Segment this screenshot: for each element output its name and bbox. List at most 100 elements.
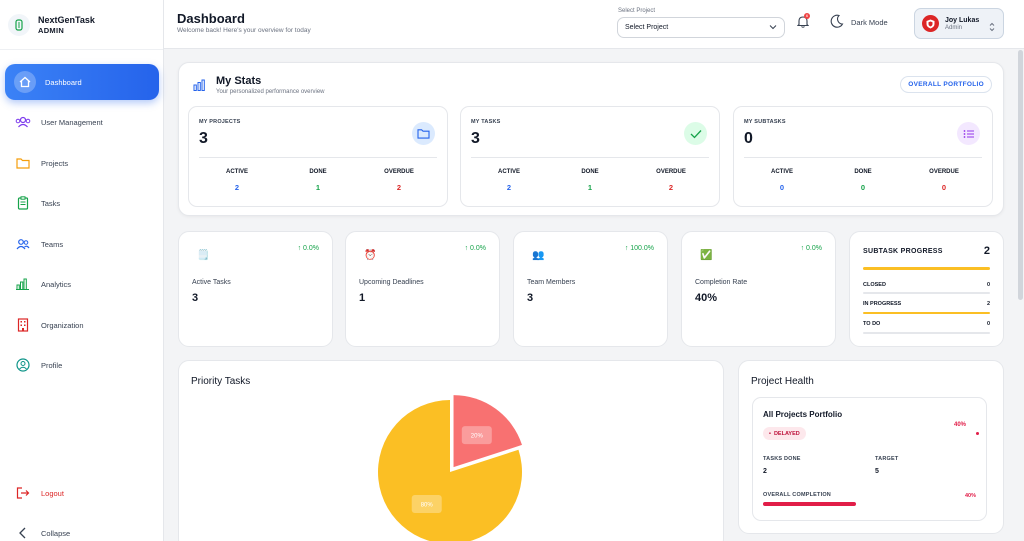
dark-mode-toggle[interactable]: Dark Mode bbox=[830, 14, 888, 30]
page-scrollbar[interactable] bbox=[1018, 50, 1023, 300]
nav-item-profile[interactable]: Profile bbox=[5, 347, 159, 383]
row-value: 0 bbox=[986, 282, 990, 288]
pie-label: 20% bbox=[471, 434, 484, 440]
in-progress-bar bbox=[863, 312, 990, 314]
active-value: 2 bbox=[234, 183, 240, 192]
row-value: 2 bbox=[986, 301, 990, 307]
stat-active: ACTIVE 2 bbox=[469, 169, 549, 192]
overdue-value: 0 bbox=[941, 183, 947, 192]
stat-active: ACTIVE 2 bbox=[197, 169, 277, 192]
to-do-bar bbox=[863, 332, 990, 334]
row-label: TO DO bbox=[863, 321, 881, 327]
pie-slice[interactable] bbox=[453, 395, 523, 468]
stat-overdue: OVERDUE 2 bbox=[359, 169, 439, 192]
profile-icon bbox=[14, 356, 32, 374]
metric-value: 1 bbox=[359, 292, 366, 304]
nav-item-teams[interactable]: Teams bbox=[5, 226, 159, 262]
row-value: 0 bbox=[986, 321, 990, 327]
nav-label: Collapse bbox=[41, 528, 71, 538]
logout-button[interactable]: Logout bbox=[5, 475, 159, 511]
metric-label: Completion Rate bbox=[695, 279, 748, 286]
progress-fill bbox=[863, 312, 990, 314]
stat-done: DONE 1 bbox=[550, 169, 630, 192]
overall-completion-bar bbox=[763, 502, 857, 506]
stat-card-subtasks[interactable]: MY SUBTASKS 0 ACTIVE 0 DONE 0 OVERDUE 0 bbox=[733, 106, 993, 207]
stat-overdue: OVERDUE 2 bbox=[631, 169, 711, 192]
metric-change: ↑ 0.0% bbox=[464, 245, 486, 252]
nav-item-user-management[interactable]: User Management bbox=[5, 104, 159, 140]
my-stats-title: My Stats bbox=[216, 75, 262, 87]
user-role: Admin bbox=[945, 25, 963, 31]
moon-icon bbox=[830, 14, 844, 30]
metric-card-active-tasks[interactable]: 🗒️ ↑ 0.0% Active Tasks 3 bbox=[178, 231, 333, 347]
building-icon bbox=[14, 316, 32, 334]
portfolio-health-panel[interactable]: All Projects Portfolio • DELAYED 40% TASK… bbox=[752, 397, 987, 521]
done-value: 1 bbox=[315, 183, 321, 192]
collapse-button[interactable]: Collapse bbox=[5, 515, 159, 541]
col-label: OVERDUE bbox=[384, 169, 414, 175]
subtask-progress-card: SUBTASK PROGRESS 2 CLOSED 0 IN PROGRESS 2 … bbox=[849, 231, 1004, 347]
user-menu[interactable]: Joy Lukas Admin bbox=[914, 8, 1004, 39]
check-box-icon: ✅ bbox=[700, 250, 713, 261]
pie-label-bg bbox=[461, 426, 492, 445]
priority-tasks-card: Priority Tasks 80% 20% bbox=[178, 360, 724, 541]
stat-done: DONE 1 bbox=[278, 169, 358, 192]
clipboard-icon bbox=[14, 194, 32, 212]
nav-item-analytics[interactable]: Analytics bbox=[5, 266, 159, 302]
pie-slice[interactable] bbox=[378, 400, 522, 541]
tasks-done-value: 2 bbox=[763, 468, 767, 475]
list-icon bbox=[957, 122, 980, 145]
metric-card-upcoming-deadlines[interactable]: ⏰ ↑ 0.0% Upcoming Deadlines 1 bbox=[345, 231, 500, 347]
folder-icon bbox=[412, 122, 435, 145]
users-icon bbox=[14, 113, 32, 131]
stat-value: 3 bbox=[471, 130, 480, 147]
row-label: IN PROGRESS bbox=[863, 301, 902, 307]
closed-bar bbox=[863, 292, 990, 294]
col-label: OVERDUE bbox=[656, 169, 686, 175]
nav-item-organization[interactable]: Organization bbox=[5, 307, 159, 343]
subtask-row-in-progress: IN PROGRESS 2 bbox=[863, 301, 990, 307]
ring-marker bbox=[976, 432, 979, 435]
stat-done: DONE 0 bbox=[823, 169, 903, 192]
sidebar: NextGenTask ADMIN Dashboard User Managem… bbox=[0, 0, 164, 541]
nav-item-projects[interactable]: Projects bbox=[5, 145, 159, 181]
col-label: DONE bbox=[309, 169, 327, 175]
metric-card-team-members[interactable]: 👥 ↑ 100.0% Team Members 3 bbox=[513, 231, 668, 347]
portfolio-name: All Projects Portfolio bbox=[763, 410, 843, 419]
nav-item-dashboard[interactable]: Dashboard bbox=[5, 64, 159, 100]
overdue-value: 2 bbox=[396, 183, 402, 192]
row-label: CLOSED bbox=[863, 282, 886, 288]
nav-label: Projects bbox=[41, 158, 69, 168]
col-label: DONE bbox=[581, 169, 599, 175]
done-value: 0 bbox=[860, 183, 866, 192]
ring-percent: 40% bbox=[954, 422, 967, 428]
subtask-row-to-do: TO DO 0 bbox=[863, 321, 990, 327]
chevron-left-icon bbox=[14, 524, 32, 541]
project-select[interactable]: Select Project bbox=[617, 17, 785, 38]
subtask-progress-total: 2 bbox=[983, 245, 990, 257]
page-subtitle: Welcome back! Here's your overview for t… bbox=[177, 27, 311, 34]
overall-portfolio-button[interactable]: OVERALL PORTFOLIO bbox=[900, 76, 992, 93]
col-label: ACTIVE bbox=[225, 169, 248, 175]
nav-item-tasks[interactable]: Tasks bbox=[5, 185, 159, 221]
metric-change: ↑ 0.0% bbox=[800, 245, 822, 252]
my-stats-subtitle: Your personalized performance overview bbox=[216, 89, 325, 95]
stat-card-projects[interactable]: MY PROJECTS 3 ACTIVE 2 DONE 1 OVERDUE 2 bbox=[188, 106, 448, 207]
bar-chart-icon bbox=[14, 275, 32, 293]
stat-card-tasks[interactable]: MY TASKS 3 ACTIVE 2 DONE 1 OVERDUE 2 bbox=[460, 106, 720, 207]
priority-pie-chart: 80% 20% bbox=[378, 395, 523, 541]
nav-label: Teams bbox=[41, 239, 64, 249]
dark-mode-label: Dark Mode bbox=[851, 17, 888, 27]
metric-card-completion-rate[interactable]: ✅ ↑ 0.0% Completion Rate 40% bbox=[681, 231, 836, 347]
avatar bbox=[922, 15, 939, 32]
project-select-value: Select Project bbox=[625, 24, 669, 31]
divider bbox=[744, 157, 982, 158]
stat-value: 0 bbox=[744, 130, 753, 147]
nav-label: Profile bbox=[41, 360, 63, 370]
bell-icon[interactable] bbox=[796, 15, 810, 33]
active-value: 0 bbox=[779, 183, 785, 192]
project-select-label: Select Project bbox=[618, 8, 656, 14]
target-label: TARGET bbox=[875, 456, 899, 462]
done-value: 1 bbox=[587, 183, 593, 192]
check-icon bbox=[684, 122, 707, 145]
